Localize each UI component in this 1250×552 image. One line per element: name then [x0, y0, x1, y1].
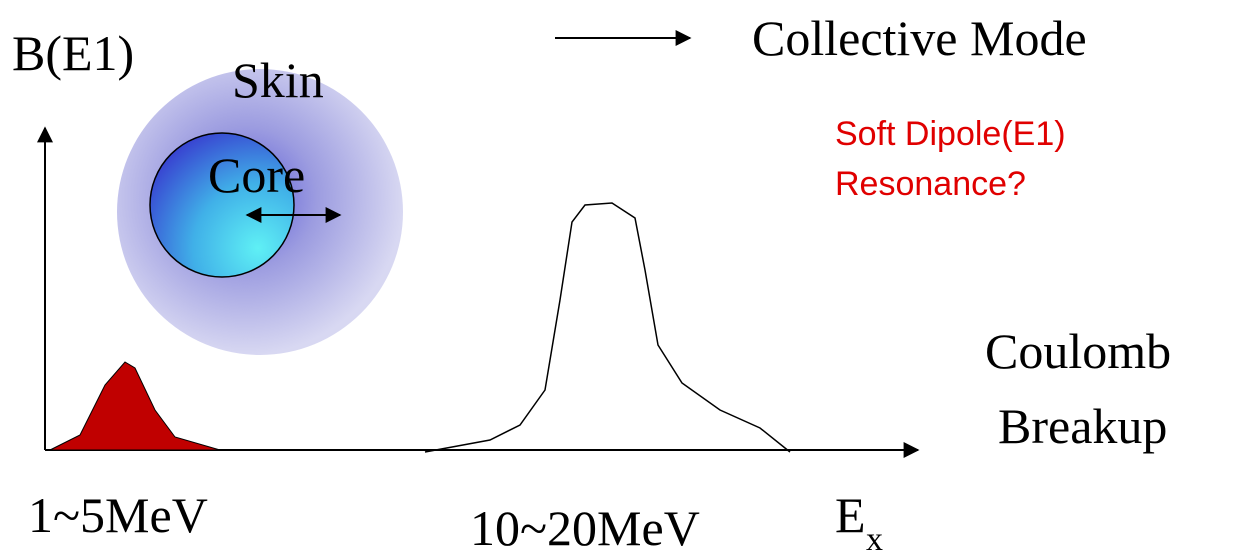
x-axis-label: E	[835, 487, 866, 543]
low-range-label: 1~5MeV	[28, 487, 208, 543]
skin-label: Skin	[232, 52, 324, 108]
soft-peak	[50, 362, 220, 450]
resonance-label: Resonance?	[835, 165, 1026, 203]
diagram: B(E1) Skin Core Collective Mode Soft Dip…	[0, 0, 1250, 552]
breakup-label: Breakup	[998, 398, 1167, 454]
soft-dipole-label: Soft Dipole(E1)	[835, 115, 1066, 153]
collective-mode-label: Collective Mode	[752, 10, 1087, 66]
giant-resonance-peak	[425, 203, 790, 452]
x-axis-subscript: x	[866, 521, 883, 552]
core-label: Core	[208, 147, 305, 203]
page: B(E1) Skin Core Collective Mode Soft Dip…	[0, 0, 1250, 552]
coulomb-label: Coulomb	[985, 323, 1171, 379]
y-axis-label: B(E1)	[12, 25, 134, 81]
high-range-label: 10~20MeV	[470, 500, 700, 552]
